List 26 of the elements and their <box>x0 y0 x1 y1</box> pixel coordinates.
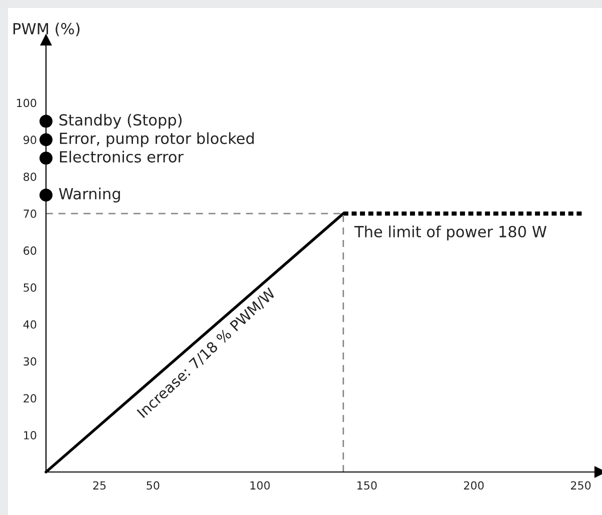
y-tick-label: 40 <box>23 320 36 329</box>
y-tick-label: 20 <box>24 394 36 403</box>
annotation: Error, pump rotor blocked <box>60 132 254 148</box>
y-tick-label: 90 <box>24 136 36 144</box>
x-tick-label: 50 <box>146 481 160 490</box>
point <box>39 114 53 128</box>
y-tick-label: 100 <box>16 98 36 108</box>
y-tick-label: 10 <box>24 431 36 440</box>
y-tick-label: 70 <box>24 210 36 218</box>
annotation: The limit of power 180 W <box>354 226 546 240</box>
point <box>39 152 53 165</box>
annotation: Warning <box>59 188 120 202</box>
x-tick-label: 150 <box>357 481 377 490</box>
y-tick-label: 60 <box>24 246 36 255</box>
point <box>39 133 53 146</box>
x-tick-label: 200 <box>464 481 484 490</box>
annotation: Standby (Stopp) <box>60 114 182 129</box>
y-tick-label: 80 <box>24 172 36 181</box>
x-tick-label: 25 <box>93 481 106 490</box>
y-tick-label: 30 <box>24 357 36 366</box>
annotation: Electronics error <box>60 150 184 163</box>
point <box>39 188 53 202</box>
x-tick-label: 100 <box>250 481 270 490</box>
y-axis-title: PWM (%) <box>14 22 80 36</box>
y-tick-label: 50 <box>24 283 36 292</box>
x-tick-label: 250 <box>570 481 591 490</box>
